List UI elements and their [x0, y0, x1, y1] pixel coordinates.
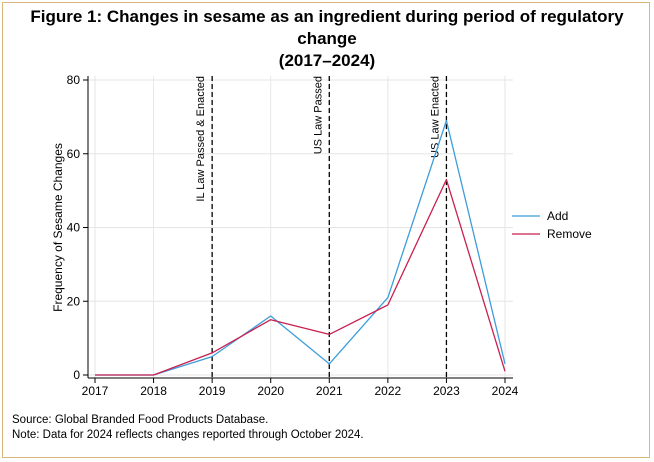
legend-label-remove: Remove	[547, 227, 592, 241]
x-tick-label-2023: 2023	[433, 384, 460, 398]
x-tick-label-2022: 2022	[375, 384, 402, 398]
x-tick-label-2020: 2020	[257, 384, 284, 398]
x-tick-label-2019: 2019	[199, 384, 226, 398]
x-tick-label-2024: 2024	[492, 384, 519, 398]
chart-title-line1: Figure 1: Changes in sesame as an ingred…	[30, 7, 624, 48]
series-line-add	[95, 119, 506, 376]
y-tick-label-80: 80	[67, 73, 81, 87]
figure-frame	[2, 2, 650, 458]
y-tick-label-20: 20	[67, 294, 81, 308]
source-note: Source: Global Branded Food Products Dat…	[12, 414, 269, 426]
event-label-2023: US Law Enacted	[429, 76, 441, 158]
event-label-2021: US Law Passed	[312, 76, 324, 154]
legend-label-add: Add	[547, 209, 568, 223]
chart-title-line2: (2017–2024)	[278, 51, 376, 70]
y-tick-label-40: 40	[67, 221, 81, 235]
event-label-2019: IL Law Passed & Enacted	[195, 76, 207, 202]
data-note: Note: Data for 2024 reflects changes rep…	[12, 429, 364, 441]
y-axis-label: Frequency of Sesame Changes	[51, 143, 65, 312]
chart-title: Figure 1: Changes in sesame as an ingred…	[0, 6, 654, 72]
series-line-remove	[95, 178, 506, 376]
y-tick-label-60: 60	[67, 147, 81, 161]
y-tick-label-0: 0	[73, 368, 80, 382]
x-tick-label-2017: 2017	[82, 384, 109, 398]
x-tick-label-2021: 2021	[316, 384, 343, 398]
x-tick-label-2018: 2018	[140, 384, 167, 398]
